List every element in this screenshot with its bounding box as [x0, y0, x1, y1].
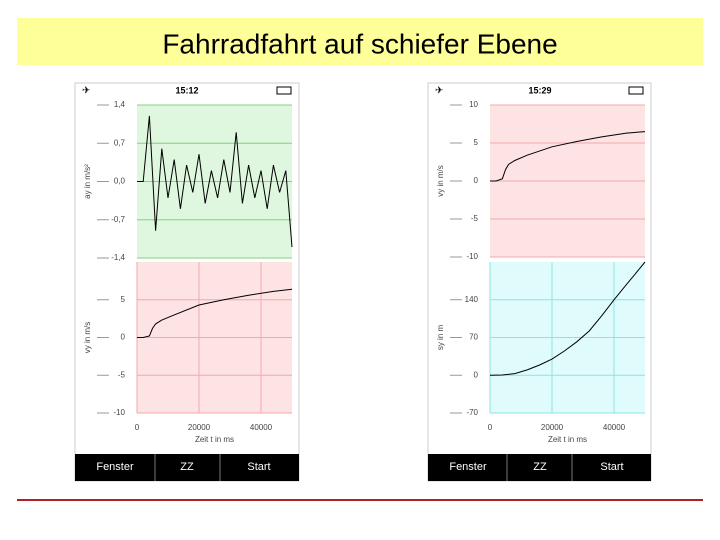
y-tick-label: 0	[474, 370, 479, 379]
y-tick-label: -5	[118, 370, 126, 379]
data-line	[137, 288, 293, 338]
y-tick-label: 0,0	[114, 177, 126, 186]
y-tick-label: 5	[121, 295, 126, 304]
battery-icon	[276, 86, 292, 95]
y-tick-label: 0	[121, 333, 126, 342]
y-tick-label: -10	[113, 408, 125, 417]
x-tick-label: 20000	[188, 423, 211, 432]
button[interactable]: Start	[600, 461, 623, 473]
x-tick-label: 0	[488, 423, 493, 432]
data-line	[137, 115, 293, 248]
chart: 1,4 0,7 0,0 -0,7 -1,4 ay in m/s²	[83, 100, 293, 262]
y-axis-label: vy in m/s	[83, 322, 92, 354]
slide-title: Fahrradfahrt auf schiefer Ebene	[162, 28, 557, 59]
button[interactable]: ZZ	[180, 461, 194, 473]
y-tick-label: 0,7	[114, 138, 126, 147]
y-tick-label: 0	[474, 176, 479, 185]
status-time: 15:12	[175, 85, 198, 95]
chart: 140 70 0 -70 0 20000 40000 Zeit t in ms sy in m	[436, 261, 646, 444]
airplane-icon: ✈	[82, 86, 90, 97]
x-axis-label: Zeit t in ms	[548, 435, 587, 444]
y-tick-label: 1,4	[114, 100, 126, 109]
y-tick-label: -10	[466, 252, 478, 261]
chart: 5 0 -5 -10 0 20000 40000 Zeit t in ms vy in m/s	[83, 262, 293, 444]
airplane-icon: ✈	[435, 86, 443, 97]
x-axis-label: Zeit t in ms	[195, 435, 234, 444]
y-tick-label: -1,4	[111, 253, 125, 262]
chart: 10 5 0 -5 -10 vy in m/s	[436, 100, 646, 261]
data-line	[490, 131, 646, 182]
data-line	[489, 261, 646, 376]
y-tick-label: 10	[469, 100, 478, 109]
button[interactable]: Start	[247, 461, 270, 473]
y-tick-label: -5	[471, 214, 479, 223]
y-tick-label: 70	[469, 333, 478, 342]
button[interactable]: Fenster	[449, 461, 487, 473]
status-time: 15:29	[528, 85, 551, 95]
x-tick-label: 40000	[250, 423, 273, 432]
y-tick-label: 140	[465, 295, 479, 304]
y-tick-label: 5	[474, 138, 479, 147]
y-tick-label: -70	[466, 408, 478, 417]
y-axis-label: vy in m/s	[436, 165, 445, 197]
x-tick-label: 0	[135, 423, 140, 432]
button-bar	[428, 454, 651, 481]
title-bar	[17, 18, 703, 65]
battery-icon	[628, 86, 644, 95]
x-tick-label: 20000	[541, 423, 564, 432]
x-tick-label: 40000	[603, 423, 626, 432]
button[interactable]: Fenster	[96, 461, 134, 473]
button[interactable]: ZZ	[533, 461, 547, 473]
button-bar	[75, 454, 299, 481]
y-axis-label: sy in m	[436, 325, 445, 351]
y-axis-label: ay in m/s²	[83, 164, 92, 199]
y-tick-label: -0,7	[111, 215, 125, 224]
